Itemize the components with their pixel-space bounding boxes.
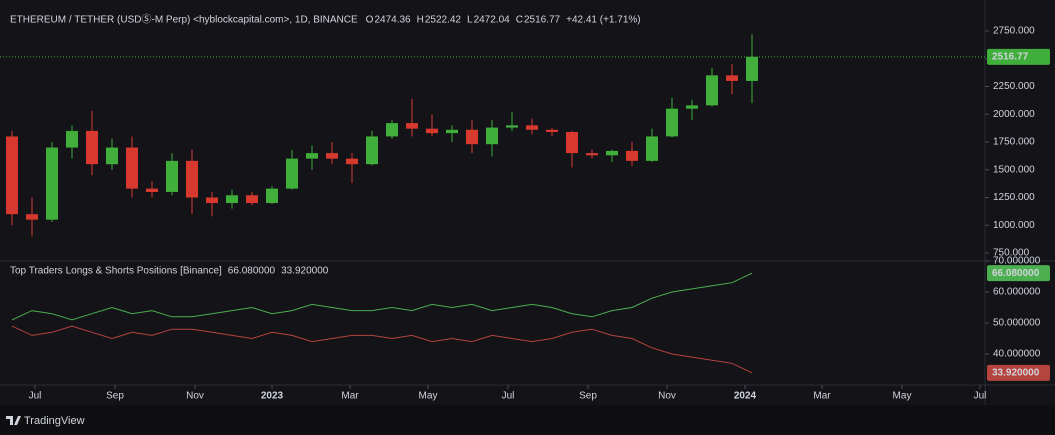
y-tick-label: 1750.000 bbox=[993, 137, 1035, 148]
candle-body bbox=[206, 197, 218, 203]
brand: TradingView bbox=[24, 415, 85, 427]
y-tick-label: 1000.000 bbox=[993, 220, 1035, 231]
candle-body bbox=[266, 189, 278, 203]
candle-body bbox=[86, 131, 98, 164]
candle-body bbox=[466, 130, 478, 144]
ohlc-value: 2522.42 bbox=[425, 15, 462, 26]
candle-body bbox=[646, 136, 658, 160]
ohlc-value: 2516.77 bbox=[524, 15, 561, 26]
candle-body bbox=[26, 214, 38, 220]
candle-body bbox=[366, 136, 378, 164]
ohlc-key: O bbox=[366, 15, 374, 26]
candle-body bbox=[326, 153, 338, 159]
indicator-value: 66.080000 bbox=[228, 266, 276, 277]
y-tick-label: 1500.000 bbox=[993, 164, 1035, 175]
candle-body bbox=[746, 57, 758, 81]
x-tick-label: Jul bbox=[502, 391, 515, 402]
x-tick-label: Nov bbox=[658, 391, 676, 402]
x-tick-label: May bbox=[419, 391, 438, 402]
x-tick-label: Mar bbox=[813, 391, 831, 402]
x-tick-label: Nov bbox=[186, 391, 204, 402]
candle-body bbox=[386, 123, 398, 136]
y-tick-label: 50.000000 bbox=[993, 318, 1041, 329]
x-tick-label: Sep bbox=[106, 391, 124, 402]
x-tick-label: Mar bbox=[341, 391, 359, 402]
candle-body bbox=[226, 195, 238, 203]
candle-body bbox=[186, 161, 198, 198]
x-tick-label: Sep bbox=[579, 391, 597, 402]
candle-body bbox=[726, 75, 738, 81]
candle-body bbox=[66, 131, 78, 148]
y-tick-label: 2250.000 bbox=[993, 81, 1035, 92]
candle-body bbox=[546, 130, 558, 132]
candle-body bbox=[706, 75, 718, 105]
y-tick-label: 2000.000 bbox=[993, 109, 1035, 120]
series-last-label: 66.080000 bbox=[992, 268, 1040, 279]
x-tick-label: Jul bbox=[29, 391, 42, 402]
candle-body bbox=[146, 189, 158, 192]
candle-body bbox=[606, 151, 618, 155]
candle-body bbox=[506, 125, 518, 127]
x-tick-label: 2024 bbox=[734, 391, 757, 402]
y-tick-label: 70.000000 bbox=[993, 256, 1041, 267]
candle-body bbox=[566, 132, 578, 153]
candle-body bbox=[6, 136, 18, 214]
candle-body bbox=[246, 195, 258, 203]
candle-body bbox=[586, 153, 598, 155]
ohlc-key: C bbox=[516, 15, 523, 26]
candle-body bbox=[446, 130, 458, 133]
candle-body bbox=[166, 161, 178, 192]
y-tick-label: 1250.000 bbox=[993, 192, 1035, 203]
footer-bar bbox=[0, 405, 1055, 435]
candle-body bbox=[406, 123, 418, 129]
candle-body bbox=[626, 151, 638, 161]
indicator-value: 33.920000 bbox=[281, 266, 329, 277]
ohlc-key: L bbox=[467, 15, 473, 26]
y-tick-label: 2750.000 bbox=[993, 26, 1035, 37]
x-tick-label: 2023 bbox=[261, 391, 284, 402]
candle-body bbox=[346, 159, 358, 165]
ohlc-key: H bbox=[417, 15, 424, 26]
x-tick-label: May bbox=[893, 391, 912, 402]
indicator-title: Top Traders Longs & Shorts Positions [Bi… bbox=[10, 266, 222, 277]
last-price-label: 2516.77 bbox=[992, 52, 1029, 63]
candle-body bbox=[526, 125, 538, 129]
candle-body bbox=[486, 128, 498, 145]
y-tick-label: 60.000000 bbox=[993, 287, 1041, 298]
ohlc-value: 2474.36 bbox=[374, 15, 411, 26]
candle-body bbox=[126, 148, 138, 189]
y-tick-label: 40.000000 bbox=[993, 349, 1041, 360]
candle-body bbox=[306, 153, 318, 159]
candle-body bbox=[106, 148, 118, 165]
header: ETHEREUM / TETHER (USDⓈ-M Perp) <hyblock… bbox=[10, 14, 358, 26]
candle-body bbox=[46, 148, 58, 220]
ohlc-value: 2472.04 bbox=[474, 15, 511, 26]
candle-body bbox=[666, 109, 678, 137]
x-tick-label: Jul bbox=[974, 391, 987, 402]
change-label: +42.41 (+1.71%) bbox=[566, 15, 641, 26]
candle-body bbox=[426, 129, 438, 133]
candle-body bbox=[286, 159, 298, 189]
candle-body bbox=[686, 105, 698, 108]
chart-title: ETHEREUM / TETHER (USDⓈ-M Perp) <hyblock… bbox=[10, 14, 358, 26]
series-last-label: 33.920000 bbox=[992, 367, 1040, 378]
